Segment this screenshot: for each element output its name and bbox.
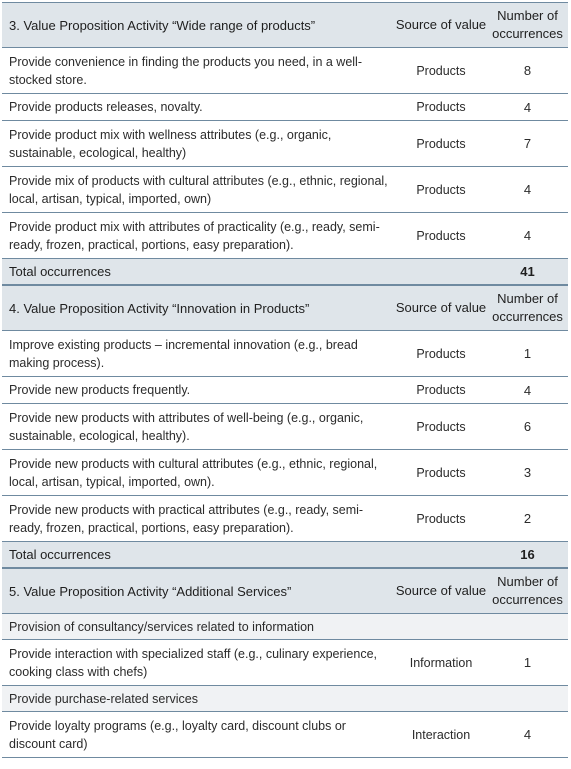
row-description: Provide loyalty programs (e.g., loyalty …: [9, 718, 346, 751]
source-column-header: Source of value: [395, 17, 487, 32]
source-column-header: Source of value: [395, 583, 487, 598]
row-description: Provide product mix with attributes of p…: [9, 219, 380, 252]
total-label: Total occurrences: [9, 264, 111, 279]
row-description: Provide mix of products with cultural at…: [9, 173, 388, 206]
table-row: Provide new products frequently. Product…: [2, 377, 568, 404]
section-header: 5. Value Proposition Activity “Additiona…: [2, 568, 568, 614]
row-source: Products: [416, 63, 466, 78]
total-label: Total occurrences: [9, 547, 111, 562]
table-row: Provide new products with attributes of …: [2, 404, 568, 450]
row-count: 1: [523, 346, 532, 361]
table-row: Provide convenience in finding the produ…: [2, 48, 568, 94]
row-count: 4: [523, 99, 532, 115]
row-source: Products: [416, 346, 466, 361]
subsection-label: Provision of consultancy/services relate…: [9, 619, 315, 634]
row-count: 7: [523, 136, 532, 151]
table-row: Provide interaction with specialized sta…: [2, 640, 568, 686]
row-description: Provide new products with attributes of …: [9, 410, 364, 443]
section-header: 3. Value Proposition Activity “Wide rang…: [2, 2, 568, 48]
row-count: 6: [523, 419, 532, 434]
table-row: Provide products releases, novalty. Prod…: [2, 94, 568, 121]
row-count: 1: [523, 655, 532, 670]
row-count: 4: [523, 382, 532, 398]
row-source: Products: [416, 419, 466, 434]
total-row: Total occurrences 41: [2, 259, 568, 285]
row-description: Provide new products with cultural attri…: [9, 456, 378, 489]
row-description: Provide product mix with wellness attrib…: [9, 127, 332, 160]
row-source: Information: [409, 655, 473, 670]
table-row: Improve existing products – incremental …: [2, 331, 568, 377]
row-count: 8: [523, 63, 532, 78]
row-source: Products: [416, 465, 466, 480]
table-row: Provide product mix with wellness attrib…: [2, 121, 568, 167]
count-column-header: Number of occurrences: [492, 291, 563, 324]
row-source: Products: [416, 228, 466, 243]
row-source: Products: [416, 511, 466, 526]
source-column-header: Source of value: [395, 300, 487, 315]
subsection-row: Provision of consultancy/services relate…: [2, 614, 568, 640]
row-description: Provide new products with practical attr…: [9, 502, 364, 535]
row-source: Interaction: [411, 727, 471, 742]
value-proposition-table: 3. Value Proposition Activity “Wide rang…: [2, 2, 568, 758]
total-row: Total occurrences 16: [2, 542, 568, 568]
section-header: 4. Value Proposition Activity “Innovatio…: [2, 285, 568, 331]
row-description: Provide convenience in finding the produ…: [9, 54, 362, 87]
row-count: 2: [523, 511, 532, 526]
row-count: 4: [523, 727, 532, 742]
count-column-header: Number of occurrences: [492, 8, 563, 41]
row-description: Provide new products frequently.: [9, 383, 191, 397]
row-description: Improve existing products – incremental …: [9, 337, 358, 370]
row-count: 4: [523, 182, 532, 197]
row-count: 4: [523, 228, 532, 243]
table-row: Provide new products with cultural attri…: [2, 450, 568, 496]
row-source: Products: [416, 182, 466, 197]
row-count: 3: [523, 465, 532, 480]
table-row: Provide new products with practical attr…: [2, 496, 568, 542]
section-title: 3. Value Proposition Activity “Wide rang…: [9, 17, 316, 33]
table-row: Provide mix of products with cultural at…: [2, 167, 568, 213]
row-description: Provide products releases, novalty.: [9, 100, 203, 114]
section-title: 5. Value Proposition Activity “Additiona…: [9, 583, 292, 599]
count-column-header: Number of occurrences: [492, 574, 563, 607]
table-row: Provide loyalty programs (e.g., loyalty …: [2, 712, 568, 758]
subsection-row: Provide purchase-related services: [2, 686, 568, 712]
row-source: Products: [416, 100, 466, 114]
table-row: Provide product mix with attributes of p…: [2, 213, 568, 259]
total-value: 16: [520, 547, 535, 562]
total-value: 41: [520, 264, 535, 279]
row-description: Provide interaction with specialized sta…: [9, 646, 378, 679]
section-title: 4. Value Proposition Activity “Innovatio…: [9, 300, 310, 316]
row-source: Products: [416, 383, 466, 397]
row-source: Products: [416, 136, 466, 151]
subsection-label: Provide purchase-related services: [9, 691, 198, 706]
